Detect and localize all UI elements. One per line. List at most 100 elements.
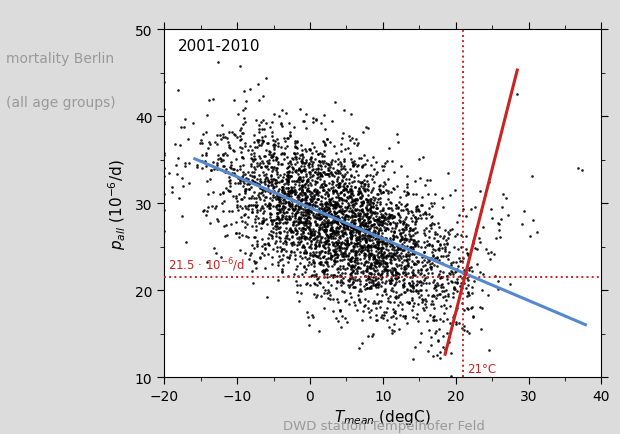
Point bbox=[355, 234, 365, 241]
Point bbox=[401, 220, 411, 227]
Point bbox=[249, 234, 259, 241]
Point bbox=[330, 205, 340, 212]
Point bbox=[396, 236, 406, 243]
Point bbox=[463, 251, 473, 258]
Point bbox=[335, 170, 345, 177]
Point bbox=[346, 199, 356, 206]
Point bbox=[433, 337, 443, 344]
Point bbox=[252, 209, 262, 216]
Point bbox=[278, 240, 288, 247]
Point bbox=[480, 246, 490, 253]
Point bbox=[309, 145, 319, 151]
Point bbox=[385, 240, 395, 247]
Point bbox=[294, 234, 304, 241]
Point bbox=[332, 266, 342, 273]
Point bbox=[286, 187, 296, 194]
Point bbox=[370, 243, 380, 250]
Point bbox=[294, 204, 304, 211]
Point bbox=[358, 252, 368, 259]
Point bbox=[292, 230, 302, 237]
Point bbox=[398, 269, 408, 276]
Point bbox=[320, 223, 330, 230]
Point bbox=[365, 214, 375, 221]
Point bbox=[318, 221, 328, 228]
Point bbox=[352, 200, 361, 207]
Point bbox=[301, 194, 311, 201]
Point bbox=[371, 191, 381, 198]
Point bbox=[298, 174, 308, 181]
Point bbox=[324, 247, 334, 254]
Point bbox=[300, 190, 310, 197]
Point bbox=[339, 244, 348, 251]
Point bbox=[271, 220, 281, 227]
Point bbox=[252, 164, 262, 171]
Point bbox=[397, 247, 407, 253]
Point bbox=[255, 196, 265, 203]
Point bbox=[328, 247, 338, 254]
Point bbox=[257, 134, 267, 141]
Point bbox=[405, 227, 415, 233]
Point bbox=[294, 236, 304, 243]
Point bbox=[321, 142, 330, 149]
Point bbox=[246, 172, 255, 179]
Point bbox=[275, 193, 285, 200]
Point bbox=[276, 161, 286, 168]
Point bbox=[338, 279, 348, 286]
Point bbox=[301, 216, 311, 223]
Point bbox=[296, 192, 306, 199]
Point bbox=[250, 204, 260, 211]
Point bbox=[322, 244, 332, 251]
Point bbox=[237, 174, 247, 181]
Point bbox=[274, 229, 284, 236]
Point bbox=[345, 258, 355, 265]
Point bbox=[489, 251, 498, 258]
Point bbox=[347, 190, 356, 197]
Point bbox=[313, 166, 323, 173]
Point bbox=[435, 291, 445, 298]
Point bbox=[334, 195, 344, 202]
Point bbox=[294, 179, 304, 186]
Point bbox=[286, 193, 296, 200]
Point bbox=[427, 298, 436, 305]
Point bbox=[296, 169, 306, 176]
Point bbox=[311, 179, 321, 186]
Point bbox=[297, 270, 307, 277]
Point bbox=[275, 171, 285, 178]
Point bbox=[319, 227, 329, 234]
Point bbox=[456, 325, 466, 332]
Point bbox=[391, 269, 401, 276]
Point bbox=[266, 217, 276, 224]
Point bbox=[532, 229, 542, 236]
Point bbox=[373, 244, 383, 251]
Point bbox=[263, 240, 273, 247]
Point bbox=[370, 166, 379, 173]
Point bbox=[327, 202, 337, 209]
Point bbox=[368, 253, 378, 260]
Point bbox=[370, 263, 379, 270]
Point bbox=[346, 228, 356, 235]
Point bbox=[267, 133, 277, 140]
Point bbox=[218, 135, 228, 141]
Point bbox=[395, 246, 405, 253]
Point bbox=[415, 279, 425, 286]
Point bbox=[300, 236, 310, 243]
Point bbox=[381, 253, 391, 260]
Point bbox=[386, 205, 396, 212]
Point bbox=[320, 182, 330, 189]
Point bbox=[347, 187, 356, 194]
Point bbox=[356, 260, 366, 266]
Point bbox=[326, 213, 335, 220]
Point bbox=[267, 168, 277, 175]
Point bbox=[494, 220, 504, 227]
Point bbox=[353, 226, 363, 233]
Point bbox=[392, 263, 402, 270]
Point bbox=[322, 212, 332, 219]
Point bbox=[373, 191, 383, 198]
Point bbox=[439, 233, 449, 240]
Point bbox=[363, 187, 373, 194]
Point bbox=[434, 271, 444, 278]
Point bbox=[356, 248, 366, 255]
Point bbox=[350, 184, 360, 191]
Point bbox=[413, 206, 423, 213]
Point bbox=[493, 278, 503, 285]
